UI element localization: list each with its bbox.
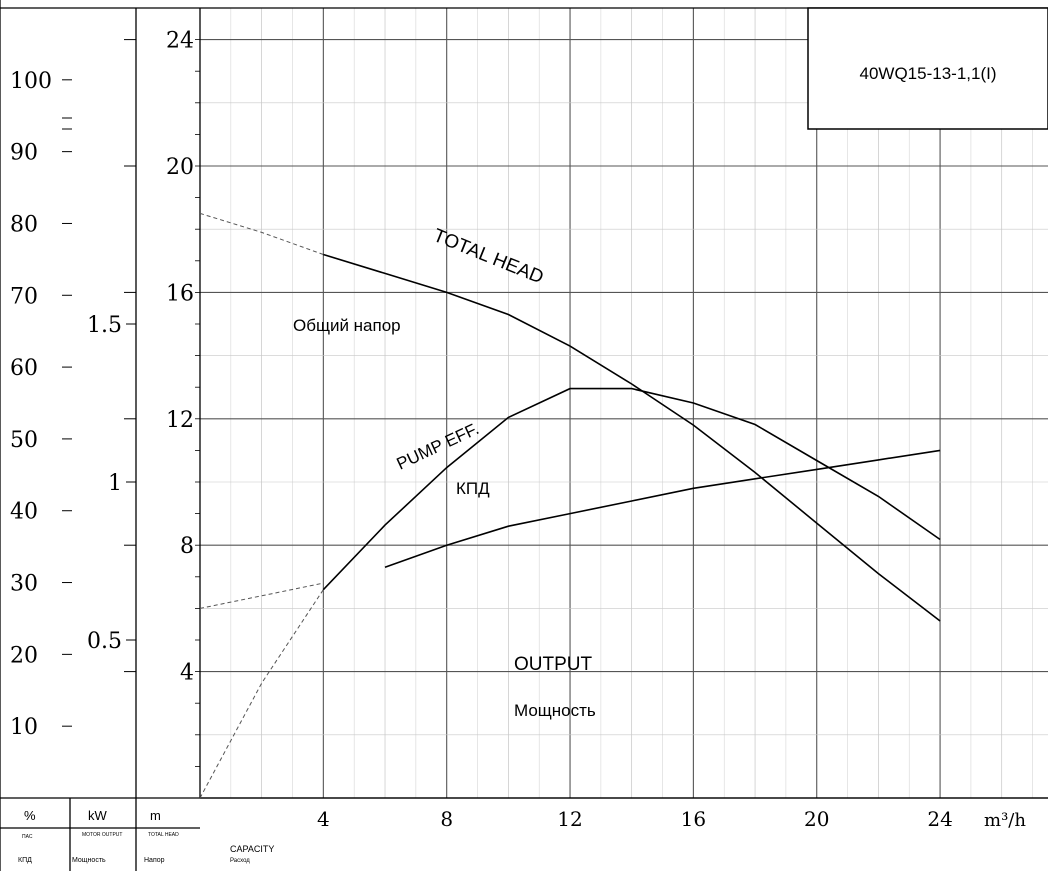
curve-eff-dashed: [199, 589, 324, 799]
kw-caption-2: Мощность: [72, 857, 106, 864]
x-tick-label: 4: [317, 807, 330, 831]
efficiency-tick-label: 20: [10, 643, 38, 668]
capacity-label: CAPACITY: [230, 844, 274, 854]
kw-unit: kW: [88, 808, 108, 823]
kw-caption-1: MOTOR OUTPUT: [82, 832, 122, 838]
efficiency-tick-label: 70: [10, 284, 38, 309]
efficiency-tick-label: 80: [10, 212, 38, 237]
curves: [199, 212, 941, 799]
curve-head: [323, 253, 941, 622]
m-caption-1: TOTAL HEAD: [148, 832, 179, 838]
m-caption-2: Напор: [144, 857, 165, 864]
output-label: OUTPUT: [514, 654, 593, 675]
pct-unit: %: [24, 808, 36, 823]
efficiency-tick-label: 50: [10, 428, 38, 453]
x-tick-labels: 4 8 12 16 20 24: [317, 807, 953, 831]
x-tick-label: 16: [681, 807, 706, 831]
power-tick-label: 1: [108, 471, 122, 496]
total-head-label-ru: Общий напор: [293, 316, 401, 335]
head-tick-label: 24: [166, 29, 194, 54]
head-tick-label: 20: [166, 155, 194, 180]
x-unit-label: m³/h: [984, 810, 1026, 831]
curve-head-dashed: [199, 212, 324, 255]
efficiency-tick-label: 10: [10, 715, 38, 740]
head-tick-labels: 4 8 12 16 20 24: [124, 29, 194, 686]
power-tick-labels: 0.5 1 1.5: [87, 313, 136, 654]
curve-power: [384, 449, 941, 569]
pump-eff-label: PUMP EFF.: [394, 419, 482, 474]
x-tick-label: 8: [440, 807, 453, 831]
output-label-ru: Мощность: [514, 701, 596, 720]
curve-labels: TOTAL HEAD Общий напор PUMP EFF. КПД OUT…: [293, 225, 596, 720]
head-tick-label: 16: [166, 281, 194, 306]
head-tick-label: 12: [166, 408, 194, 433]
pct-caption-2: КПД: [18, 857, 32, 864]
pct-caption-1: ПАС: [22, 834, 33, 840]
head-tick-label: 4: [180, 661, 194, 686]
efficiency-tick-label: 90: [10, 141, 38, 166]
efficiency-tick-label: 100: [10, 69, 52, 94]
capacity-label-ru: Расход: [230, 858, 250, 864]
x-tick-label: 12: [557, 807, 582, 831]
efficiency-tick-labels: 10 20 30 40 50 60 70 80 90 100: [10, 69, 72, 740]
efficiency-tick-label: 60: [10, 356, 38, 381]
model-label: 40WQ15-13-1,1(I): [860, 64, 997, 83]
total-head-label: TOTAL HEAD: [430, 225, 546, 288]
m-unit: m: [150, 808, 161, 823]
efficiency-tick-label: 30: [10, 572, 38, 597]
efficiency-tick-label: 40: [10, 500, 38, 525]
power-tick-label: 0.5: [87, 629, 122, 654]
pump-eff-label-ru: КПД: [456, 479, 490, 498]
curve-eff: [322, 387, 941, 591]
x-tick-label: 24: [927, 807, 952, 831]
head-tick-label: 8: [180, 534, 194, 559]
power-tick-label: 1.5: [87, 313, 122, 338]
model-label-box: 40WQ15-13-1,1(I): [807, 7, 1048, 130]
x-tick-label: 20: [804, 807, 829, 831]
footer-legend: % ПАС КПД kW MOTOR OUTPUT Мощность m TOT…: [18, 808, 274, 864]
